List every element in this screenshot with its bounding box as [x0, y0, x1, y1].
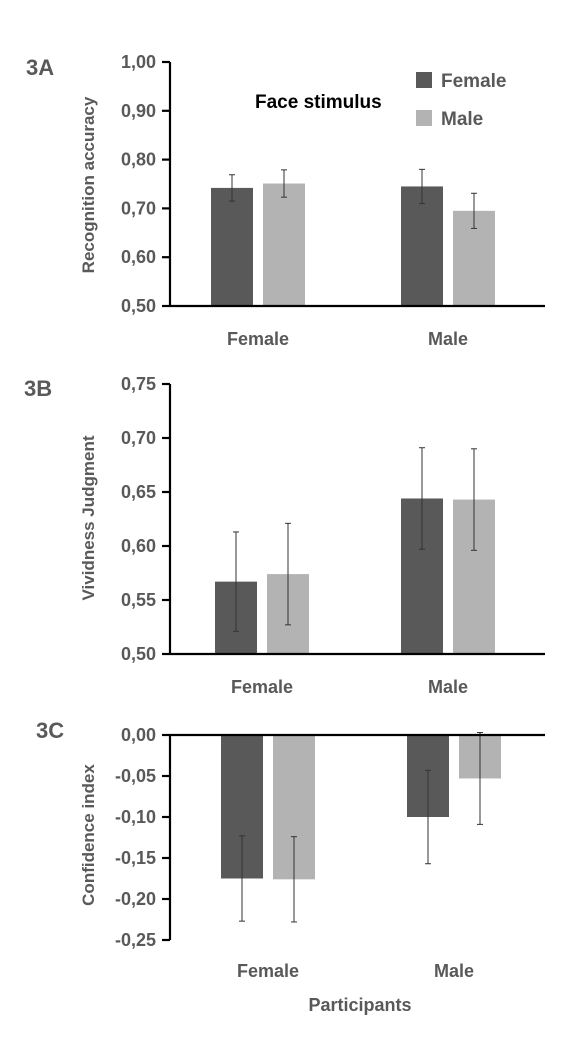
y-tick-label-3b: 0,65	[121, 482, 156, 502]
x-axis-title: Participants	[308, 995, 411, 1015]
panel-label-3b: 3B	[24, 376, 52, 401]
y-tick-label-3a: 0,70	[121, 198, 156, 218]
panel-label-3a: 3A	[26, 55, 54, 80]
y-tick-label-3c: -0,05	[115, 766, 156, 786]
y-tick-label-3a: 0,80	[121, 150, 156, 170]
y-tick-label-3b: 0,60	[121, 536, 156, 556]
error-bar-3a-male-male	[471, 192, 477, 229]
panel-label-3c: 3C	[36, 718, 64, 743]
bar-3a-female-male	[263, 183, 305, 306]
error-bar-3c-male-female	[425, 769, 431, 865]
legend-label-male: Male	[441, 109, 483, 130]
error-bar-3b-female-male	[285, 522, 291, 626]
y-tick-label-3b: 0,70	[121, 428, 156, 448]
face-stimulus-annotation: Face stimulus	[255, 92, 382, 113]
y-tick-label-3c: -0,20	[115, 889, 156, 909]
x-category-label-3c-female: Female	[237, 961, 299, 981]
y-tick-label-3c: -0,15	[115, 848, 156, 868]
y-tick-label-3c: -0,25	[115, 930, 156, 950]
x-category-label-3b-male: Male	[428, 677, 468, 697]
error-bar-3a-female-female	[229, 174, 235, 202]
x-category-label-3c-male: Male	[434, 961, 474, 981]
error-bar-3a-male-female	[419, 168, 425, 205]
error-bar-3b-male-male	[471, 448, 477, 551]
y-tick-label-3c: -0,10	[115, 807, 156, 827]
y-tick-label-3a: 0,90	[121, 101, 156, 121]
y-axis-label-3b: Vividness Judgment	[79, 435, 98, 600]
panel-3b: 3B Vividness Judgment 0,50 0,55 0,60 0,65 0,…	[24, 374, 545, 697]
x-category-label-3a-male: Male	[428, 329, 468, 349]
y-tick-label-3a: 1,00	[121, 52, 156, 72]
y-tick-label-3a: 0,50	[121, 296, 156, 316]
x-category-label-3b-female: Female	[231, 677, 293, 697]
legend-label-female: Female	[441, 71, 506, 92]
panel-3a: 3A Recognition accuracy Face stimulus Fe…	[26, 52, 545, 349]
error-bar-3c-female-female	[239, 835, 245, 922]
y-axis-label-3c: Confidence index	[79, 764, 98, 906]
legend-swatch-male	[416, 110, 432, 126]
y-tick-label-3b: 0,50	[121, 644, 156, 664]
y-tick-label-3b: 0,55	[121, 590, 156, 610]
y-axis-label-3a: Recognition accuracy	[79, 96, 98, 273]
bar-3a-female-female	[211, 187, 253, 306]
y-tick-label-3c: 0,00	[121, 725, 156, 745]
error-bar-3c-female-male	[291, 836, 297, 923]
error-bar-3a-female-male	[281, 169, 287, 198]
y-tick-label-3b: 0,75	[121, 374, 156, 394]
panel-3c: 3C Confidence index Participants 0,00 -0,…	[36, 718, 545, 1015]
y-tick-label-3a: 0,60	[121, 247, 156, 267]
error-bar-3c-male-male	[477, 732, 483, 825]
error-bar-3b-female-female	[233, 531, 239, 632]
legend: Female Male	[416, 71, 506, 130]
x-category-label-3a-female: Female	[227, 329, 289, 349]
bar-3a-male-female	[401, 186, 443, 306]
legend-swatch-female	[416, 72, 432, 88]
error-bar-3b-male-female	[419, 447, 425, 550]
